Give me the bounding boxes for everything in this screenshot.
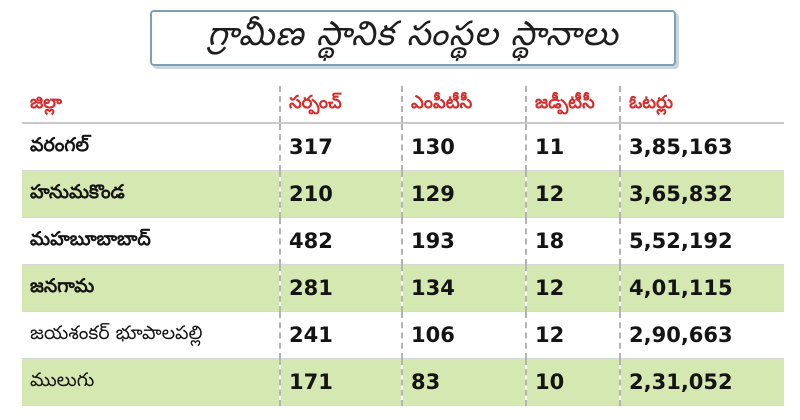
cell-mptc: 193 [401, 217, 526, 265]
cell-sarpanch: 210 [279, 170, 402, 218]
table-row: వరంగల్ 317 130 11 3,85,163 [22, 123, 784, 171]
cell-mptc: 129 [401, 170, 526, 218]
cell-voters: 2,31,052 [619, 358, 784, 406]
page-title: గ్రామీణ స్థానిక సంస్థల స్థానాలు [207, 14, 619, 54]
header-district: జిల్లా [22, 86, 280, 124]
cell-mptc: 106 [401, 311, 526, 359]
header-voters: ఓటర్లు [619, 86, 784, 124]
table-row: మహబూబాబాద్ 482 193 18 5,52,192 [22, 217, 784, 265]
table-row: జయశంకర్ భూపాలపల్లి 241 106 12 2,90,663 [22, 311, 784, 359]
seats-table: జిల్లా సర్పంచ్ ఎంపీటీసీ జడ్పీటీసీ ఓటర్లు… [22, 86, 784, 406]
cell-district: జనగామ [22, 264, 280, 312]
header-sarpanch: సర్పంచ్ [279, 86, 402, 124]
table-row: ములుగు 171 83 10 2,31,052 [22, 358, 784, 406]
cell-sarpanch: 482 [279, 217, 402, 265]
cell-voters: 3,65,832 [619, 170, 784, 218]
cell-voters: 4,01,115 [619, 264, 784, 312]
cell-zptc: 18 [525, 217, 620, 265]
cell-voters: 2,90,663 [619, 311, 784, 359]
cell-mptc: 83 [401, 358, 526, 406]
header-mptc: ఎంపీటీసీ [401, 86, 526, 124]
cell-mptc: 130 [401, 123, 526, 171]
cell-sarpanch: 171 [279, 358, 402, 406]
cell-voters: 5,52,192 [619, 217, 784, 265]
cell-district: ములుగు [22, 358, 280, 406]
cell-zptc: 11 [525, 123, 620, 171]
cell-district: హనుమకొండ [22, 170, 280, 218]
table-row: జనగామ 281 134 12 4,01,115 [22, 264, 784, 312]
cell-district: వరంగల్ [22, 123, 280, 171]
title-box: గ్రామీణ స్థానిక సంస్థల స్థానాలు [150, 10, 676, 66]
header-zptc: జడ్పీటీసీ [525, 86, 620, 124]
cell-zptc: 10 [525, 358, 620, 406]
cell-sarpanch: 317 [279, 123, 402, 171]
cell-mptc: 134 [401, 264, 526, 312]
cell-zptc: 12 [525, 170, 620, 218]
table-row: హనుమకొండ 210 129 12 3,65,832 [22, 170, 784, 218]
cell-district: మహబూబాబాద్ [22, 217, 280, 265]
cell-sarpanch: 241 [279, 311, 402, 359]
cell-zptc: 12 [525, 264, 620, 312]
cell-zptc: 12 [525, 311, 620, 359]
cell-voters: 3,85,163 [619, 123, 784, 171]
table-header-row: జిల్లా సర్పంచ్ ఎంపీటీసీ జడ్పీటీసీ ఓటర్లు [22, 86, 784, 124]
cell-sarpanch: 281 [279, 264, 402, 312]
cell-district: జయశంకర్ భూపాలపల్లి [22, 311, 280, 359]
